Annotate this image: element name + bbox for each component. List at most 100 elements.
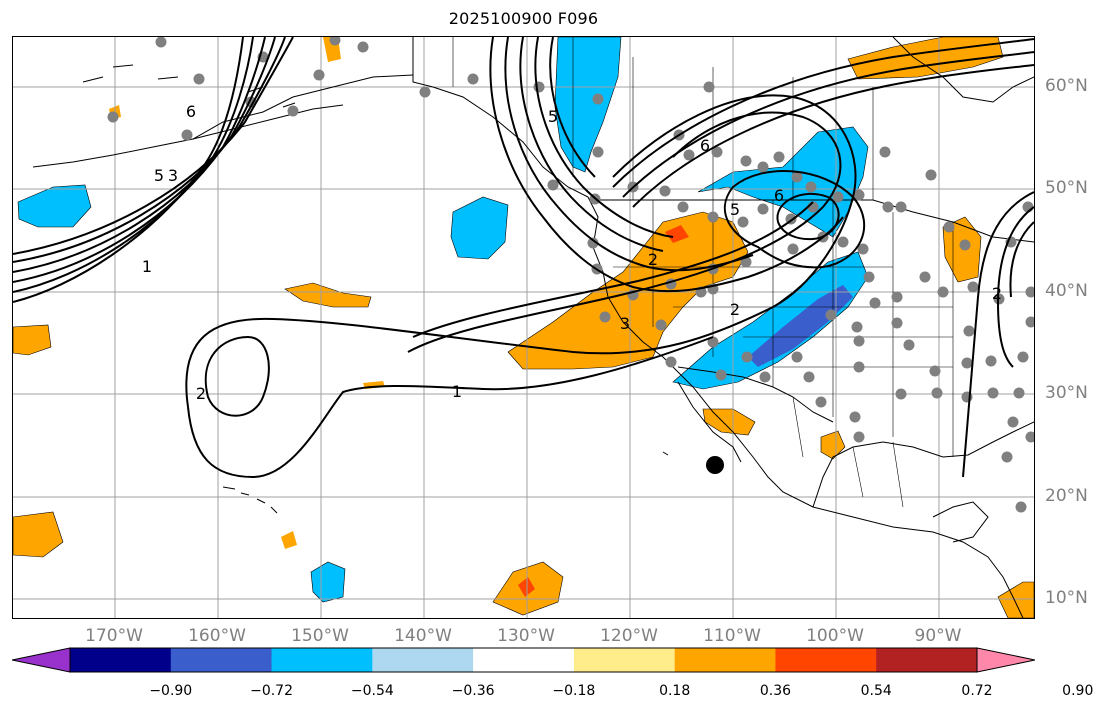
- shade-blue-offshore: [450, 196, 509, 260]
- island-socorro: [662, 451, 669, 456]
- station-dot: [759, 371, 771, 383]
- contour-label: 5: [154, 166, 164, 185]
- contour-label: 5: [730, 200, 740, 219]
- station-dot: [805, 181, 817, 193]
- station-dot: [587, 237, 599, 249]
- colorbar-outline: [69, 647, 978, 673]
- station-dot: [959, 239, 971, 251]
- coast-alaska: [32, 74, 414, 168]
- station-dot: [1025, 316, 1034, 328]
- contour-east-3: [1009, 221, 1034, 298]
- colorbar-tick-label: 0.72: [961, 683, 993, 699]
- station-dot: [737, 216, 749, 228]
- station-dot: [919, 271, 931, 283]
- latitude-label: 20°N: [1045, 486, 1088, 506]
- station-dot: [711, 146, 723, 158]
- coast-gulf: [812, 421, 1034, 508]
- station-dot: [849, 411, 861, 423]
- contour-jet-5: [549, 37, 596, 178]
- coast-west: [432, 86, 1024, 618]
- longitude-label: 90°W: [914, 626, 962, 646]
- colorbar-tick-label: −0.72: [250, 683, 293, 699]
- contour-label: 3: [168, 166, 178, 185]
- station-dot: [803, 371, 815, 383]
- station-dot: [707, 211, 719, 223]
- colorbar-segment: [271, 648, 373, 672]
- station-dot: [815, 396, 827, 408]
- colorbar-tick-label: 0.54: [860, 683, 892, 699]
- contour-north-2: [622, 51, 1034, 198]
- shading-negative: [17, 37, 869, 603]
- colorbar-segment: [775, 648, 877, 672]
- coast-hudson: [892, 37, 1034, 103]
- station-dot: [791, 351, 803, 363]
- contour-label: 2: [196, 384, 206, 403]
- station-dot: [987, 387, 999, 399]
- station-dot: [787, 243, 799, 255]
- longitude-label: 160°W: [188, 626, 246, 646]
- station-dot: [757, 203, 769, 215]
- station-dot: [931, 387, 943, 399]
- contour-ridge-1: [407, 111, 842, 353]
- shade-orange-southeast: [997, 581, 1034, 618]
- station-dot: [961, 357, 973, 369]
- colorbar-segment: [170, 648, 273, 672]
- contour-north-1: [612, 38, 1034, 188]
- station-dot: [853, 335, 865, 347]
- longitude-label: 150°W: [291, 626, 349, 646]
- station-dot: [853, 189, 865, 201]
- contour-ridge-2: [412, 201, 814, 338]
- station-dot: [467, 73, 479, 85]
- colorbar-segment: [674, 648, 776, 672]
- latitude-label: 60°N: [1045, 76, 1088, 96]
- longitude-label: 120°W: [600, 626, 658, 646]
- station-dot: [599, 311, 611, 323]
- colorbar-segment: [372, 648, 474, 672]
- contour-jet-4: [534, 37, 674, 238]
- contour-label: 5: [548, 107, 558, 126]
- station-dot: [287, 105, 299, 117]
- station-dot: [943, 221, 955, 233]
- contour-lines: [13, 37, 1034, 479]
- lat-lon-grid: [13, 37, 1034, 618]
- station-dot: [837, 236, 849, 248]
- contour-label: 3: [620, 314, 630, 333]
- station-dot: [533, 81, 545, 93]
- shade-darkblue-southwest: [748, 285, 853, 367]
- shade-orange-mexico: [820, 430, 846, 460]
- longitude-label: 130°W: [497, 626, 555, 646]
- contour-east-2: [996, 206, 1034, 368]
- station-dot: [181, 129, 193, 141]
- station-dot: [853, 361, 865, 373]
- islands-alaska: [82, 64, 296, 108]
- station-dot: [155, 37, 167, 48]
- colorbar: [12, 647, 1035, 673]
- station-dot: [703, 81, 715, 93]
- colorbar-tick-label: −0.36: [451, 683, 495, 699]
- colorbar-tick-label: −0.18: [552, 683, 596, 699]
- contour-label: 1: [452, 382, 462, 401]
- longitude-label: 110°W: [703, 626, 761, 646]
- station-dot: [869, 297, 881, 309]
- station-dot: [853, 431, 865, 443]
- station-dot: [882, 201, 894, 213]
- station-dot: [903, 339, 915, 351]
- contour-label: 6: [186, 102, 196, 121]
- shade-blue-south-pacific: [310, 561, 346, 603]
- colorbar-extend-high: [976, 647, 1035, 673]
- station-dot: [832, 191, 844, 203]
- station-dot: [715, 369, 727, 381]
- station-dot: [1025, 286, 1034, 298]
- contour-label: 2: [992, 284, 1002, 303]
- shade-orange-tropics-west: [13, 511, 64, 558]
- station-dot: [313, 69, 325, 81]
- contour-west-5: [13, 37, 286, 263]
- station-dot: [683, 149, 695, 161]
- station-dot: [655, 319, 667, 331]
- station-dot: [791, 171, 803, 183]
- station-dot: [851, 321, 863, 333]
- hawaii: [222, 486, 278, 514]
- station-dot: [592, 146, 604, 158]
- shading-positive: [13, 37, 1034, 618]
- contour-label: 1: [142, 257, 152, 276]
